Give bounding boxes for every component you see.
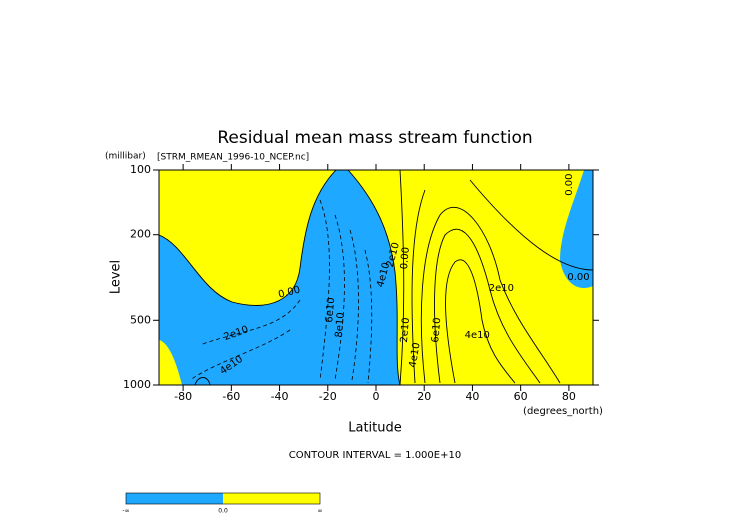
- contour-line: [420, 207, 561, 384]
- y-unit: (millibar): [105, 152, 146, 162]
- x-tick-label: 60: [514, 390, 528, 403]
- subtitle: [STRM_RMEAN_1996-10_NCEP.nc]: [157, 153, 309, 163]
- x-tick-label: 80: [562, 390, 576, 403]
- contour-line: [399, 170, 405, 385]
- contour-label: 0.00: [564, 174, 575, 196]
- contour-line: [411, 189, 426, 384]
- x-axis-label: Latitude: [348, 421, 402, 436]
- contour-line: [469, 179, 593, 271]
- colorbar-negative: [126, 493, 223, 504]
- colorbar-frame: [125, 492, 321, 505]
- contour-label: 6e10: [324, 297, 337, 323]
- contour-line: [445, 259, 516, 384]
- x-tick-label: 40: [465, 390, 479, 403]
- negative-region: [560, 170, 593, 289]
- contour-line: [364, 249, 373, 384]
- contour-line: [189, 329, 291, 381]
- contour-line: [194, 377, 211, 385]
- x-tick-label: -40: [271, 390, 289, 403]
- colorbar-label: 0.0: [218, 508, 228, 515]
- x-tick-label: -60: [222, 390, 240, 403]
- negative-region: [159, 170, 400, 385]
- contour-line: [199, 299, 301, 346]
- x-unit: (degrees_north): [523, 406, 603, 417]
- contour-label: 4e10: [407, 342, 422, 369]
- contour-label: 0.00: [399, 247, 412, 270]
- colorbar-label: -∞: [122, 508, 129, 515]
- contour-line: [334, 214, 345, 381]
- positive-region: [235, 254, 263, 286]
- y-axis-label: Level: [109, 260, 124, 294]
- y-tick-label: 100: [130, 163, 151, 176]
- zero-contour: [159, 170, 337, 306]
- contour-label: 6e10: [430, 317, 443, 343]
- contour-line: [434, 228, 541, 384]
- contour-label: 2e10: [489, 283, 514, 294]
- contour-label: 8e10: [334, 312, 347, 338]
- footnote: CONTOUR INTERVAL = 1.000E+10: [289, 450, 461, 461]
- x-tick-label: -80: [174, 390, 192, 403]
- colorbar-label: ∞: [318, 508, 323, 515]
- x-tick-label: -20: [319, 390, 337, 403]
- chart-title: Residual mean mass stream function: [217, 128, 532, 148]
- contour-field: 0.002e104e106e108e102e104e100.002e104e10…: [159, 170, 593, 385]
- x-tick-label: 20: [417, 390, 431, 403]
- contour-label: 0.00: [567, 272, 589, 283]
- y-tick-label: 1000: [123, 378, 151, 391]
- y-tick-label: 500: [130, 313, 151, 326]
- x-tick-label: 0: [373, 390, 380, 403]
- contour-line: [349, 229, 359, 381]
- zero-contour: [347, 170, 401, 385]
- contour-label: 4e10: [465, 330, 490, 341]
- y-tick-label: 200: [130, 228, 151, 241]
- contour-line: [319, 199, 330, 381]
- colorbar-positive: [223, 493, 320, 504]
- contour-label: 2e10: [399, 317, 412, 343]
